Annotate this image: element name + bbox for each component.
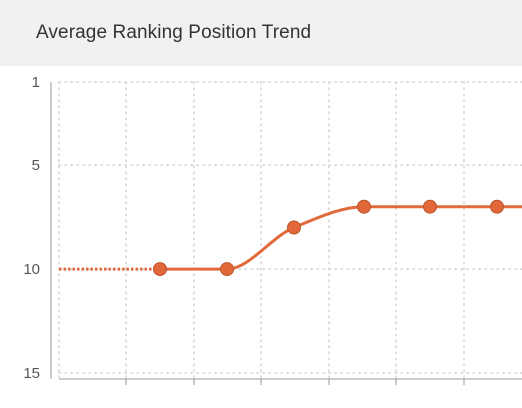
y-tick-label: 15 [23,365,40,382]
chart-area: 1 5 10 15 [0,66,522,408]
data-point [220,262,234,277]
series-line [158,205,522,271]
data-point [357,199,371,214]
data-point [423,199,437,214]
data-point [153,262,167,277]
y-tick-label: 1 [32,74,40,91]
data-point [490,199,504,214]
data-point [287,220,301,235]
chart-title: Average Ranking Position Trend [36,22,312,43]
panel-header: Average Ranking Position Trend [0,0,522,66]
y-tick-label: 10 [23,261,40,278]
y-tick-label: 5 [32,157,40,174]
